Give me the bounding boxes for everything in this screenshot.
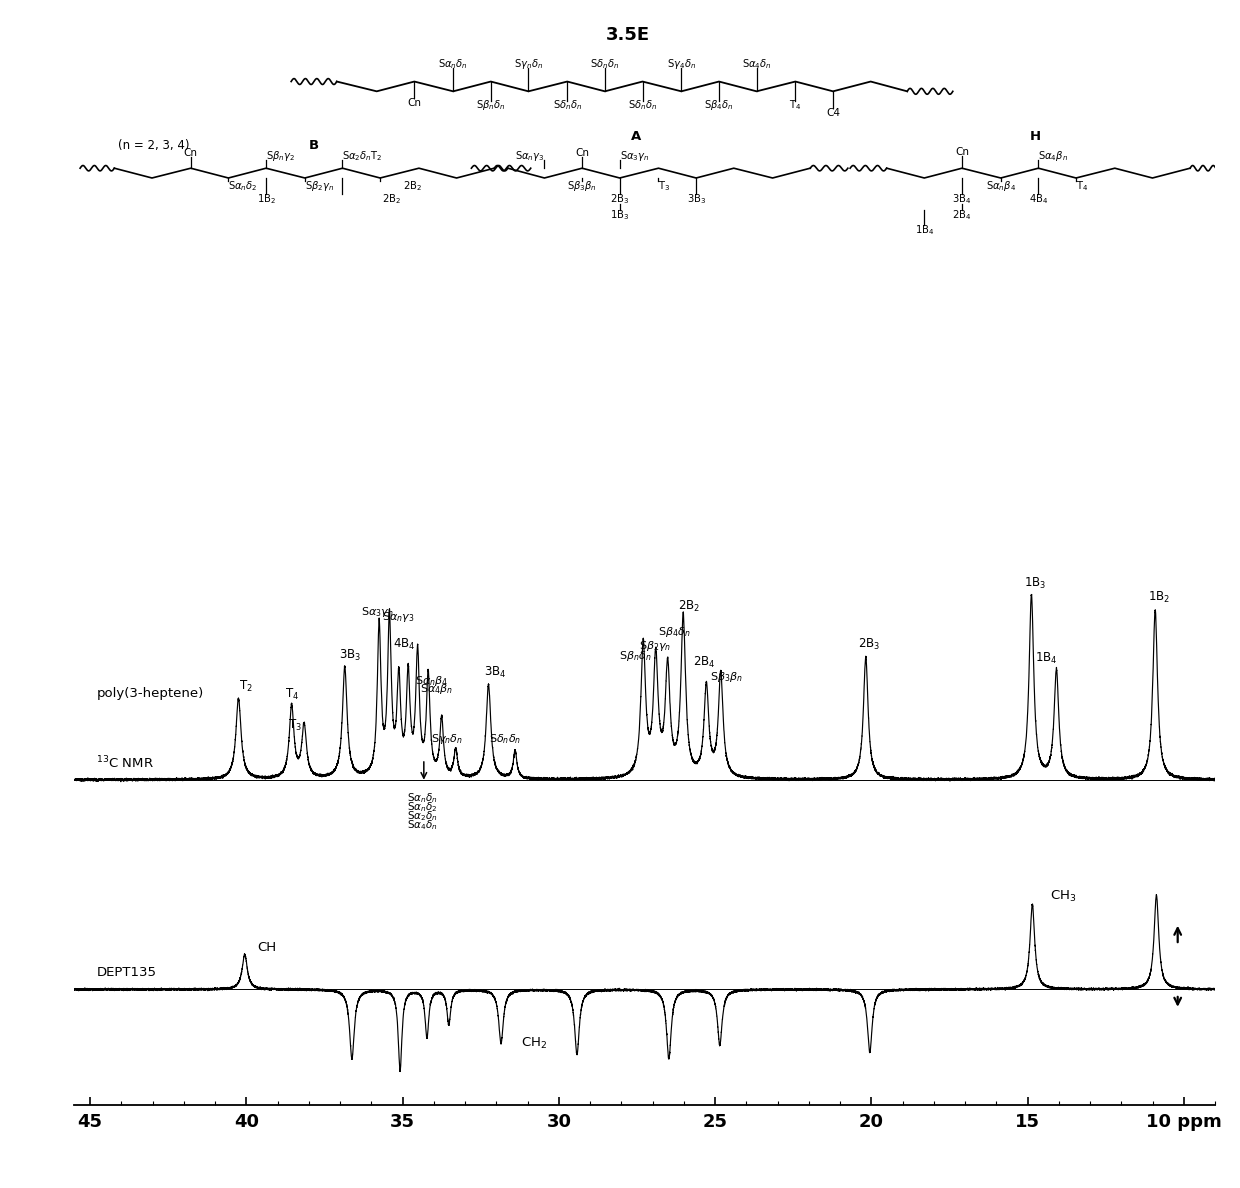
Text: T$_3$: T$_3$ xyxy=(658,179,671,194)
Text: T$_3$: T$_3$ xyxy=(289,718,303,733)
Text: CH$_2$: CH$_2$ xyxy=(521,1036,547,1050)
Text: S$\alpha_4\beta_n$: S$\alpha_4\beta_n$ xyxy=(420,682,453,696)
Text: S$\alpha_n\delta_2$: S$\alpha_n\delta_2$ xyxy=(407,800,438,814)
Text: S$\alpha_2\delta_n$T$_2$: S$\alpha_2\delta_n$T$_2$ xyxy=(342,148,383,163)
Text: 2B$_2$: 2B$_2$ xyxy=(678,599,699,614)
Text: S$\beta_n\delta_n$: S$\beta_n\delta_n$ xyxy=(476,99,506,112)
Text: T$_4$: T$_4$ xyxy=(1076,179,1089,194)
Text: C4: C4 xyxy=(826,108,839,118)
Text: 1B$_4$: 1B$_4$ xyxy=(1035,651,1058,665)
Text: S$\beta_4\delta_n$: S$\beta_4\delta_n$ xyxy=(658,625,691,639)
Text: CH$_3$: CH$_3$ xyxy=(1049,890,1076,904)
Text: S$\alpha_n\delta_2$: S$\alpha_n\delta_2$ xyxy=(228,179,258,194)
Text: S$\alpha_4\delta_n$: S$\alpha_4\delta_n$ xyxy=(407,819,438,832)
Text: DEPT135: DEPT135 xyxy=(97,966,156,979)
Text: S$\alpha_n\gamma_3$: S$\alpha_n\gamma_3$ xyxy=(515,148,544,163)
Text: 2B$_4$: 2B$_4$ xyxy=(952,208,972,222)
Text: S$\beta_3\beta_n$: S$\beta_3\beta_n$ xyxy=(711,670,743,684)
Text: S$\beta_n\gamma_2$: S$\beta_n\gamma_2$ xyxy=(267,148,295,163)
Text: 1B$_2$: 1B$_2$ xyxy=(1148,589,1171,605)
Text: T$_2$: T$_2$ xyxy=(239,678,253,694)
Text: Cn: Cn xyxy=(575,148,589,158)
Text: CH: CH xyxy=(257,941,277,954)
Text: 4B$_4$: 4B$_4$ xyxy=(1029,192,1048,206)
Text: S$\alpha_2\delta_n$: S$\alpha_2\delta_n$ xyxy=(407,809,438,823)
Text: 3B$_4$: 3B$_4$ xyxy=(484,664,507,680)
Text: S$\alpha_n\beta_4$: S$\alpha_n\beta_4$ xyxy=(986,179,1016,194)
Text: T$_4$: T$_4$ xyxy=(285,687,299,702)
Text: 2B$_2$: 2B$_2$ xyxy=(403,179,422,194)
Text: (n = 2, 3, 4): (n = 2, 3, 4) xyxy=(118,139,190,152)
Text: S$\beta_2\gamma_n$: S$\beta_2\gamma_n$ xyxy=(639,639,671,653)
Text: S$\alpha_3\gamma_n$: S$\alpha_3\gamma_n$ xyxy=(361,605,394,619)
Text: S$\delta_n\delta_n$: S$\delta_n\delta_n$ xyxy=(489,733,521,746)
Text: Cn: Cn xyxy=(184,148,197,158)
Text: 1B$_2$: 1B$_2$ xyxy=(257,192,275,206)
Text: S$\gamma_n\delta_n$: S$\gamma_n\delta_n$ xyxy=(513,57,543,71)
Text: Cn: Cn xyxy=(955,147,968,157)
Text: 3.5E: 3.5E xyxy=(605,25,650,44)
Text: 2B$_3$: 2B$_3$ xyxy=(858,637,880,652)
Text: B: B xyxy=(309,139,319,152)
Text: 3B$_3$: 3B$_3$ xyxy=(340,647,362,663)
Text: S$\gamma_n\delta_n$: S$\gamma_n\delta_n$ xyxy=(432,733,463,746)
Text: S$\beta_3\beta_n$: S$\beta_3\beta_n$ xyxy=(567,179,596,194)
Text: Cn: Cn xyxy=(408,99,422,108)
Text: S$\delta_n\delta_n$: S$\delta_n\delta_n$ xyxy=(627,99,657,112)
Text: S$\beta_4\delta_n$: S$\beta_4\delta_n$ xyxy=(704,99,734,112)
Text: S$\alpha_n\beta_4$: S$\alpha_n\beta_4$ xyxy=(415,674,449,688)
Text: 1B$_3$: 1B$_3$ xyxy=(1024,576,1047,590)
Text: H: H xyxy=(1029,129,1040,143)
Text: T$_4$: T$_4$ xyxy=(789,99,801,112)
Text: 4B$_4$: 4B$_4$ xyxy=(393,637,415,652)
Text: S$\delta_n\delta_n$: S$\delta_n\delta_n$ xyxy=(590,57,620,71)
Text: S$\gamma_4\delta_n$: S$\gamma_4\delta_n$ xyxy=(667,57,696,71)
Text: $^{13}$C NMR: $^{13}$C NMR xyxy=(97,754,154,771)
Text: S$\alpha_4\delta_n$: S$\alpha_4\delta_n$ xyxy=(742,57,771,71)
Text: A: A xyxy=(631,129,641,143)
Text: S$\delta_n\delta_n$: S$\delta_n\delta_n$ xyxy=(553,99,582,112)
Text: 2B$_4$: 2B$_4$ xyxy=(693,655,715,670)
Text: 1B$_3$: 1B$_3$ xyxy=(610,208,630,222)
Text: S$\alpha_n\delta_n$: S$\alpha_n\delta_n$ xyxy=(438,57,467,71)
Text: 3B$_4$: 3B$_4$ xyxy=(952,192,972,206)
Text: S$\alpha_n\gamma_3$: S$\alpha_n\gamma_3$ xyxy=(382,611,414,624)
Text: S$\beta_2\gamma_n$: S$\beta_2\gamma_n$ xyxy=(305,179,335,194)
Text: S$\beta_n\delta_n$: S$\beta_n\delta_n$ xyxy=(619,649,651,663)
Text: 2B$_3$: 2B$_3$ xyxy=(610,192,630,206)
Text: 2B$_2$: 2B$_2$ xyxy=(382,192,401,206)
Text: 1B$_4$: 1B$_4$ xyxy=(915,223,934,238)
Text: poly(3-heptene): poly(3-heptene) xyxy=(97,687,203,700)
Text: S$\alpha_4\beta_n$: S$\alpha_4\beta_n$ xyxy=(1038,148,1069,163)
Text: S$\alpha_n\delta_n$: S$\alpha_n\delta_n$ xyxy=(407,791,438,804)
Text: S$\alpha_3\gamma_n$: S$\alpha_3\gamma_n$ xyxy=(620,148,650,163)
Text: 3B$_3$: 3B$_3$ xyxy=(687,192,706,206)
